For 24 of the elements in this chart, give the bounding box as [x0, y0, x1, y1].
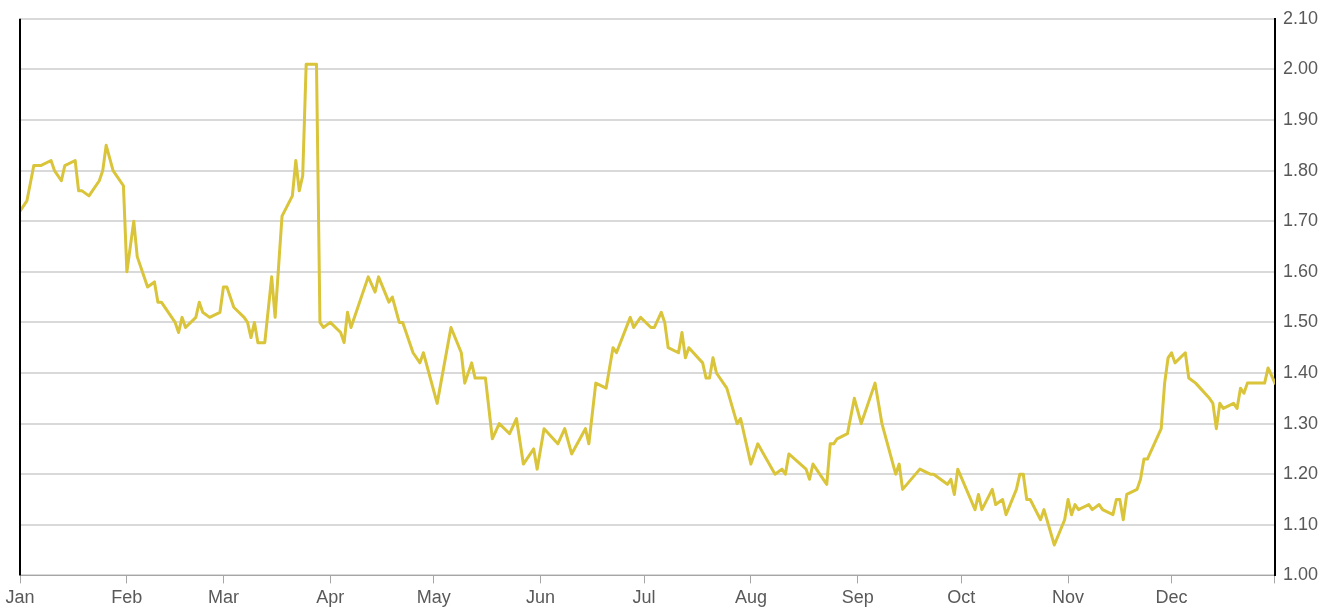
y-tick-label: 1.90 [1282, 108, 1319, 129]
x-tick-label: Aug [734, 587, 767, 608]
y-tick-label: 1.30 [1282, 412, 1319, 433]
x-tick-label: Jan [5, 587, 35, 608]
x-tick-label: Apr [316, 587, 345, 608]
y-tick-label: 2.00 [1282, 58, 1319, 79]
y-tick-label: 1.20 [1282, 463, 1319, 484]
x-tick-label: Feb [111, 587, 143, 608]
y-tick-label: 1.00 [1282, 564, 1319, 585]
y-tick-label: 1.50 [1282, 311, 1319, 332]
x-tick-label: Mar [207, 587, 239, 608]
x-tick-label: Jun [526, 587, 556, 608]
x-tick-label: Nov [1052, 587, 1085, 608]
x-tick-label: May [416, 587, 451, 608]
x-tick-label: Sep [841, 587, 874, 608]
y-tick-label: 1.60 [1282, 260, 1319, 281]
y-tick-label: 1.40 [1282, 361, 1319, 382]
y-tick-label: 1.70 [1282, 210, 1319, 231]
x-tick-label: Dec [1155, 587, 1188, 608]
x-tick-label: Jul [632, 587, 656, 608]
y-tick-label: 1.10 [1282, 513, 1319, 534]
x-tick-label: Oct [947, 587, 976, 608]
y-tick-label: 1.80 [1282, 159, 1319, 180]
y-tick-label: 2.10 [1282, 7, 1319, 28]
